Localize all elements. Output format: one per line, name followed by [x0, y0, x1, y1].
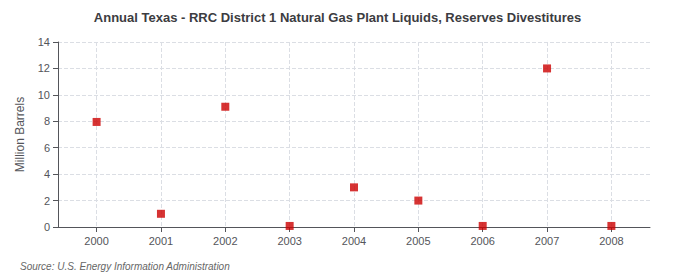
svg-text:0: 0: [44, 221, 50, 233]
svg-text:10: 10: [38, 89, 50, 101]
svg-text:2004: 2004: [342, 235, 366, 247]
svg-text:14: 14: [38, 36, 50, 48]
svg-text:2005: 2005: [406, 235, 430, 247]
svg-text:Source: U.S. Energy Informatio: Source: U.S. Energy Information Administ…: [20, 261, 230, 272]
svg-text:2002: 2002: [213, 235, 237, 247]
svg-text:2001: 2001: [149, 235, 173, 247]
svg-text:4: 4: [44, 168, 50, 180]
svg-text:2008: 2008: [599, 235, 623, 247]
svg-text:2: 2: [44, 195, 50, 207]
svg-text:Annual Texas - RRC District 1: Annual Texas - RRC District 1 Natural Ga…: [94, 10, 581, 25]
svg-text:2006: 2006: [470, 235, 494, 247]
svg-text:2003: 2003: [277, 235, 301, 247]
svg-text:6: 6: [44, 142, 50, 154]
svg-text:2000: 2000: [84, 235, 108, 247]
svg-text:Million Barrels: Million Barrels: [13, 97, 27, 172]
svg-text:2007: 2007: [535, 235, 559, 247]
svg-text:12: 12: [38, 62, 50, 74]
svg-text:8: 8: [44, 115, 50, 127]
